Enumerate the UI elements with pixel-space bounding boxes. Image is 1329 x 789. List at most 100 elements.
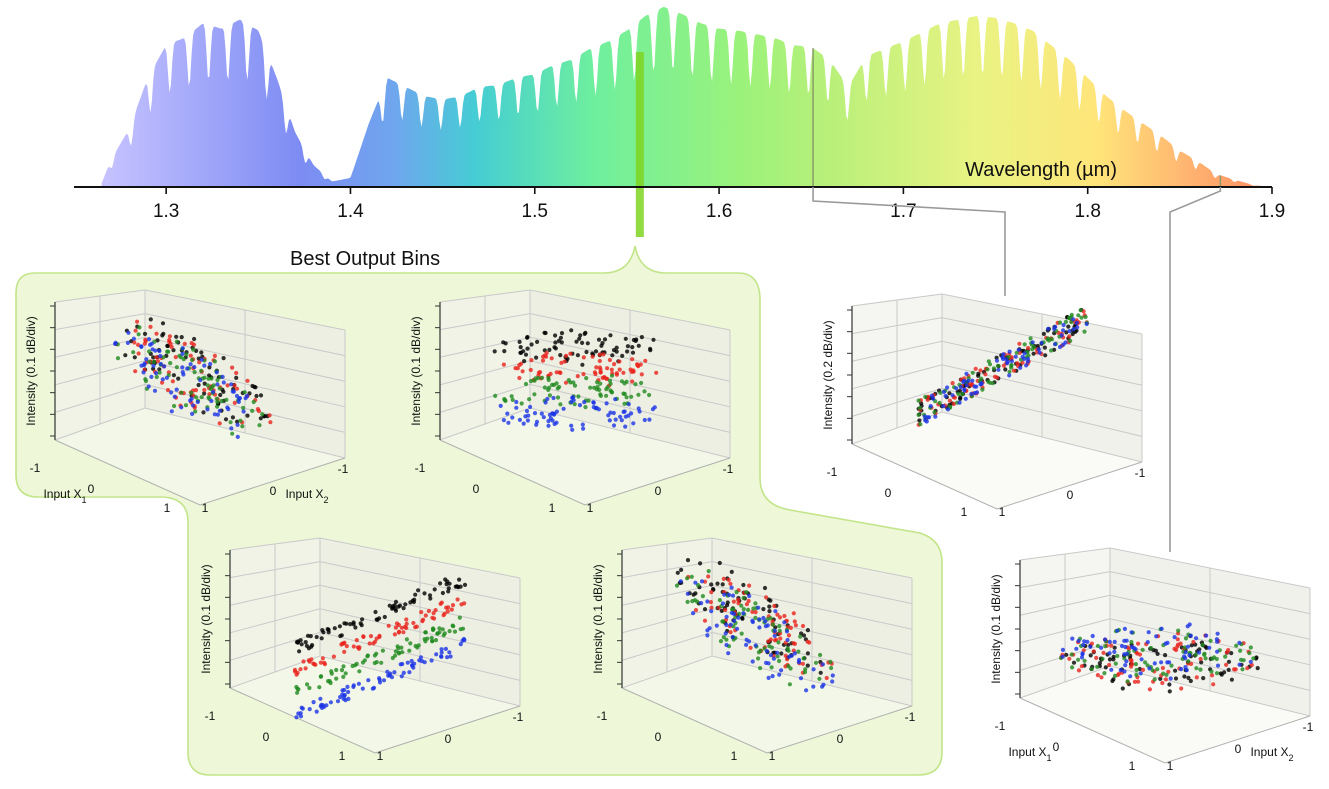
- x1-tick-label: -1: [30, 461, 41, 475]
- data-point: [689, 574, 694, 579]
- data-point: [970, 378, 975, 383]
- data-point: [548, 416, 553, 421]
- data-point: [750, 619, 756, 625]
- data-point: [775, 650, 780, 655]
- data-point: [528, 367, 533, 373]
- data-point: [250, 383, 255, 389]
- data-point: [1251, 656, 1256, 661]
- data-point: [148, 324, 153, 329]
- data-point: [1161, 671, 1166, 676]
- data-point: [830, 679, 835, 684]
- data-point: [532, 392, 537, 397]
- data-point: [1123, 644, 1128, 650]
- data-point: [828, 659, 833, 665]
- data-point: [690, 599, 695, 604]
- data-point: [741, 611, 746, 616]
- data-point: [547, 393, 553, 398]
- data-point: [580, 340, 585, 345]
- data-point: [1067, 656, 1072, 661]
- data-point: [235, 419, 240, 424]
- data-point: [1059, 333, 1064, 338]
- data-point: [765, 623, 770, 628]
- data-point: [1076, 313, 1081, 318]
- data-point: [1091, 649, 1096, 654]
- data-point: [139, 344, 144, 349]
- data-point: [192, 370, 197, 375]
- data-point: [1191, 639, 1196, 645]
- data-point: [773, 609, 778, 614]
- data-point: [798, 676, 804, 681]
- data-point: [1201, 676, 1206, 681]
- data-point: [553, 346, 558, 351]
- data-point: [1107, 639, 1112, 645]
- data-point: [307, 707, 312, 712]
- data-point: [648, 346, 653, 351]
- data-point: [1022, 342, 1027, 347]
- data-point: [1099, 675, 1104, 680]
- data-point: [986, 359, 991, 364]
- data-point: [1001, 363, 1007, 368]
- x2-tick-label: 1: [769, 749, 776, 763]
- data-point: [598, 392, 603, 397]
- data-point: [158, 361, 163, 367]
- data-point: [1145, 640, 1150, 645]
- data-point: [155, 359, 160, 364]
- data-point: [541, 354, 546, 359]
- data-point: [1167, 689, 1172, 694]
- data-point: [407, 670, 412, 675]
- data-point: [1186, 659, 1191, 664]
- data-point: [735, 626, 740, 631]
- z-axis-label: Intensity (0.1 dB/div): [591, 564, 605, 673]
- data-point: [985, 367, 990, 372]
- data-point: [1110, 678, 1115, 684]
- data-point: [918, 422, 923, 427]
- data-point: [188, 362, 193, 367]
- data-point: [691, 611, 696, 616]
- data-point: [1207, 645, 1212, 650]
- data-point: [1215, 649, 1220, 654]
- data-point: [943, 393, 948, 399]
- data-point: [412, 597, 417, 602]
- data-point: [446, 589, 451, 594]
- data-point: [234, 386, 240, 391]
- data-point: [317, 685, 322, 690]
- data-point: [717, 560, 722, 566]
- data-point: [562, 359, 567, 364]
- data-point: [956, 391, 961, 396]
- data-point: [1082, 658, 1087, 663]
- data-point: [767, 609, 772, 614]
- data-point: [546, 375, 551, 381]
- data-point: [572, 383, 578, 388]
- data-point: [705, 633, 710, 638]
- data-point: [173, 355, 178, 360]
- data-point: [800, 661, 806, 666]
- data-point: [523, 352, 529, 357]
- data-point: [546, 419, 551, 424]
- x2-axis-label: Input X2: [1250, 745, 1293, 763]
- data-point: [559, 360, 564, 365]
- data-point: [933, 414, 938, 419]
- data-point: [411, 620, 416, 626]
- data-point: [387, 673, 392, 678]
- data-point: [724, 614, 729, 619]
- data-point: [319, 636, 324, 641]
- data-point: [626, 413, 631, 418]
- data-point: [756, 650, 762, 655]
- data-point: [544, 350, 549, 356]
- data-point: [294, 715, 299, 720]
- x2-tick-label: 1: [999, 505, 1006, 519]
- data-point: [154, 371, 159, 376]
- data-point: [306, 646, 311, 651]
- data-point: [1183, 636, 1189, 641]
- data-point: [1082, 329, 1087, 334]
- data-point: [509, 394, 514, 399]
- data-point: [563, 380, 569, 385]
- data-point: [1214, 671, 1220, 676]
- data-point: [969, 391, 974, 397]
- data-point: [592, 370, 598, 375]
- data-point: [1020, 354, 1025, 359]
- data-point: [983, 372, 988, 377]
- data-point: [1226, 648, 1231, 653]
- data-point: [174, 365, 179, 370]
- data-point: [231, 389, 236, 394]
